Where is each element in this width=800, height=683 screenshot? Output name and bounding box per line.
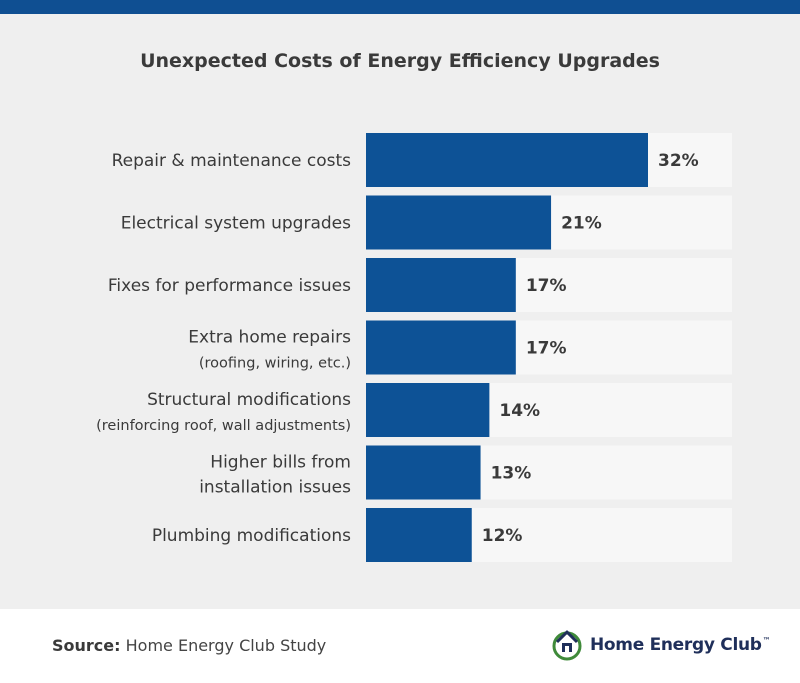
bar: [366, 383, 490, 437]
bar: [366, 320, 516, 375]
category-label: Electrical system upgrades: [121, 214, 351, 234]
value-label: 13%: [491, 464, 532, 484]
chart-title: Unexpected Costs of Energy Efficiency Up…: [140, 50, 660, 72]
brand-logo: Home Energy Club™: [552, 627, 771, 663]
category-label: Higher bills from: [210, 453, 351, 473]
category-label: installation issues: [199, 478, 351, 498]
category-label: Repair & maintenance costs: [112, 151, 352, 171]
category-label: Extra home repairs: [188, 328, 351, 348]
source-note: Source: Home Energy Club Study: [52, 636, 326, 655]
category-label: Fixes for performance issues: [108, 276, 351, 296]
value-label: 32%: [658, 151, 699, 171]
bar: [366, 133, 648, 187]
brand-name: Home Energy Club™: [590, 635, 771, 655]
brand-tm: ™: [762, 636, 771, 646]
source-label: Source:: [52, 636, 121, 655]
category-label: Plumbing modifications: [152, 526, 351, 546]
bar: [366, 258, 516, 312]
brand-name-text: Home Energy Club: [590, 635, 762, 655]
value-label: 14%: [499, 401, 540, 421]
value-label: 12%: [482, 526, 523, 546]
house-leaf-icon: [552, 630, 582, 661]
bar: [366, 195, 552, 250]
value-label: 17%: [526, 276, 567, 296]
source-text: Home Energy Club Study: [125, 636, 327, 655]
footer: [0, 609, 800, 683]
value-label: 17%: [526, 339, 567, 359]
category-label: (roofing, wiring, etc.): [199, 356, 351, 372]
top-stripe: [0, 0, 800, 14]
value-label: 21%: [561, 214, 602, 234]
category-label: Structural modifications: [147, 390, 351, 410]
category-label: (reinforcing roof, wall adjustments): [96, 418, 351, 434]
bar: [366, 508, 472, 562]
bar: [366, 445, 481, 500]
